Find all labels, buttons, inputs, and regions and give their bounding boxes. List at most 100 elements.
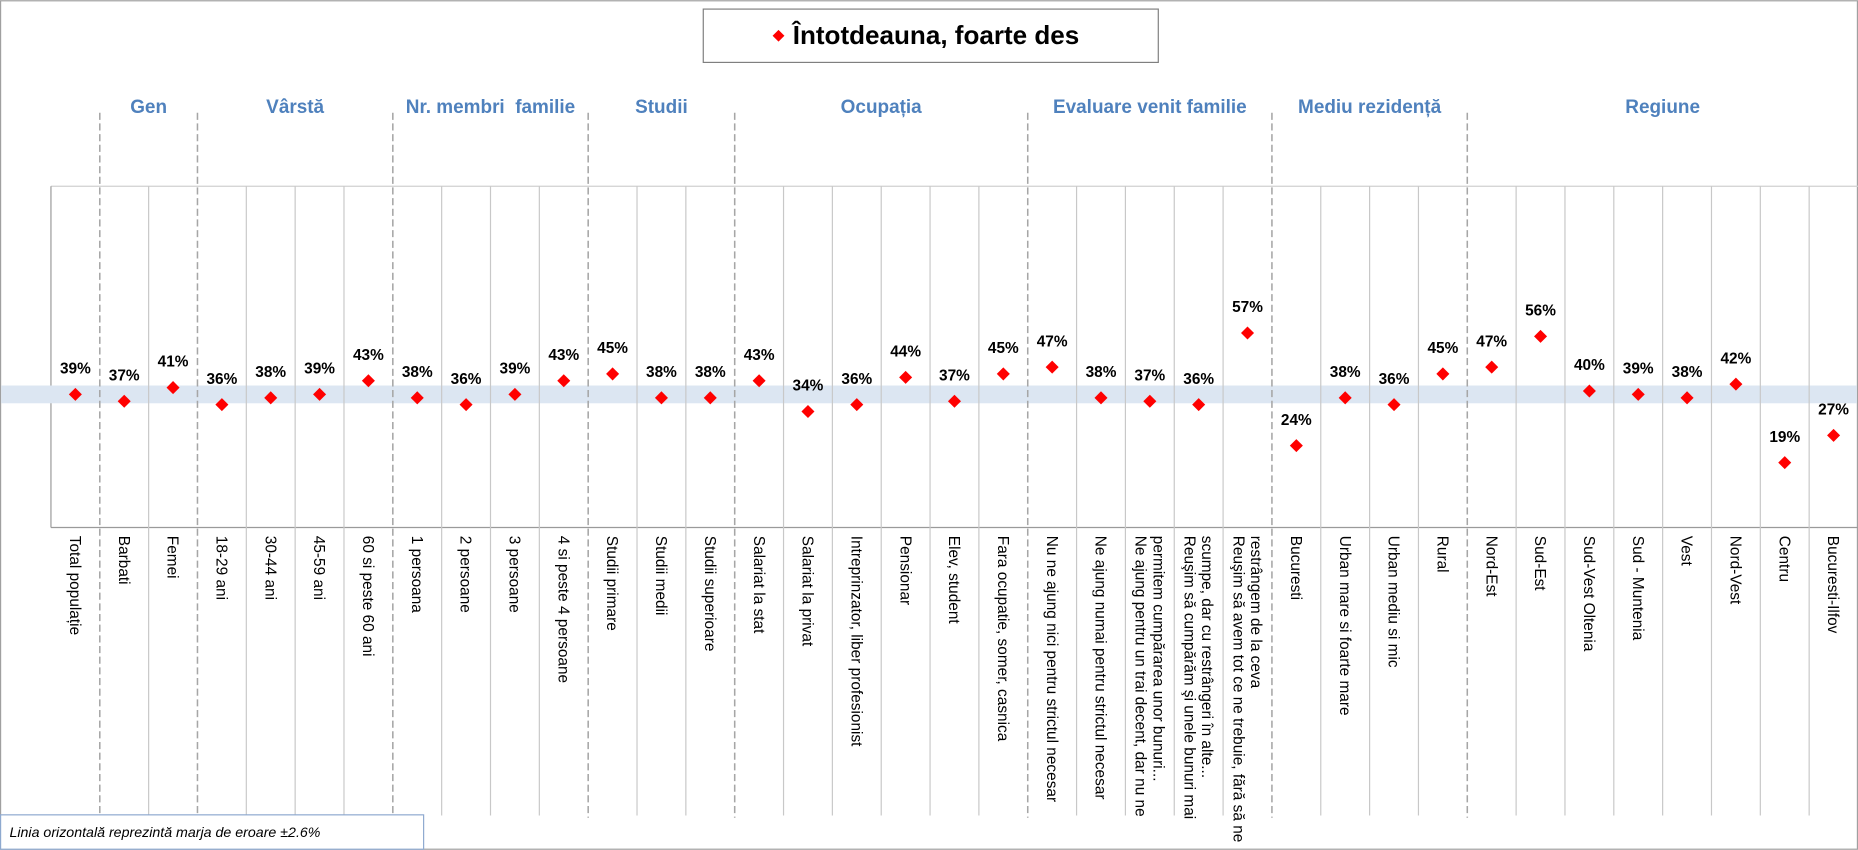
value-label: 36% bbox=[1183, 371, 1214, 388]
category-label-box: 4 si peste 4 persoane bbox=[555, 536, 573, 683]
category-label: Sud-Est bbox=[1531, 535, 1550, 591]
data-point bbox=[557, 374, 571, 388]
category-label-wrap: Ne ajung numai pentru strictul necesar bbox=[1077, 536, 1126, 849]
category-label-wrap: Bucuresti-Ilfov bbox=[1809, 536, 1858, 849]
group-label: Ocupația bbox=[841, 97, 922, 118]
value-label: 34% bbox=[793, 378, 824, 395]
value-label: 37% bbox=[1134, 367, 1165, 384]
data-point bbox=[850, 398, 864, 412]
category-label-wrap: Urban mediu si mic bbox=[1370, 536, 1419, 849]
value-label: 39% bbox=[304, 361, 335, 378]
value-label: 41% bbox=[158, 354, 189, 371]
category-label: Intreprinzator, liber profesionist bbox=[847, 535, 866, 747]
category-label-wrap: 1 persoana bbox=[393, 536, 442, 849]
category-label-box: 2 persoane bbox=[457, 535, 475, 613]
category-label: Urban mare si foarte mare bbox=[1336, 535, 1355, 716]
category-label-box: 3 persoane bbox=[506, 536, 524, 613]
category-label-box: Reuşim să cumpărăm şi unele bunuri mai s… bbox=[1174, 536, 1223, 849]
category-label-wrap: Reuşim să cumpărăm şi unele bunuri mai s… bbox=[1174, 536, 1223, 849]
category-label-box: Bucuresti bbox=[1287, 535, 1306, 601]
category-label: Sud - Muntenia bbox=[1629, 535, 1648, 641]
category-label-box: 1 persoana bbox=[393, 536, 442, 849]
data-point bbox=[459, 398, 473, 412]
data-point bbox=[1631, 387, 1645, 401]
category-label: Total populație bbox=[66, 535, 85, 636]
group-label: Evaluare venit familie bbox=[1053, 97, 1247, 118]
value-label: 45% bbox=[1427, 340, 1458, 357]
category-label: Studii medii bbox=[652, 535, 671, 616]
error-band bbox=[1, 385, 1857, 404]
category-label: Sud-Vest Oltenia bbox=[1580, 535, 1599, 652]
category-label-wrap: Rural bbox=[1418, 536, 1467, 849]
category-label: Fara ocupatie, somer, casnica bbox=[994, 535, 1013, 742]
data-point bbox=[996, 367, 1010, 381]
category-label-wrap: Nord-Est bbox=[1467, 536, 1516, 849]
group-label: Nr. membri familie bbox=[406, 97, 575, 118]
value-label: 44% bbox=[890, 344, 921, 361]
group-label: Studii bbox=[635, 97, 688, 118]
category-label: Ne ajung numai pentru strictul necesar bbox=[1092, 535, 1110, 800]
category-label-wrap: Sud-Est bbox=[1516, 536, 1565, 849]
value-label: 39% bbox=[500, 361, 531, 378]
category-label-box: 30-44 ani bbox=[262, 536, 280, 600]
data-point bbox=[1094, 391, 1108, 405]
data-point bbox=[215, 398, 229, 412]
data-point bbox=[1827, 428, 1841, 442]
data-point bbox=[1192, 398, 1206, 412]
category-label: 18-29 ani bbox=[212, 535, 231, 601]
value-label: 36% bbox=[206, 371, 237, 388]
category-label-box: Nord-Vest bbox=[1726, 535, 1745, 605]
category-label: Elev, student bbox=[945, 535, 964, 624]
category-label-box: Sud-Vest Oltenia bbox=[1565, 536, 1614, 849]
category-label-box: Sud-Est bbox=[1516, 536, 1565, 849]
category-label: Barbati bbox=[115, 535, 134, 585]
data-point bbox=[1338, 391, 1352, 405]
group-label: Vârstă bbox=[266, 97, 324, 118]
data-point bbox=[508, 387, 522, 401]
category-label-box: Intreprinzator, liber profesionist bbox=[847, 535, 866, 747]
data-point bbox=[1240, 326, 1255, 340]
category-label: Urban mediu si mic bbox=[1385, 535, 1403, 668]
category-label-wrap: Nu ne ajung nici pentru strictul necesar bbox=[1028, 536, 1077, 849]
data-point bbox=[1534, 329, 1548, 343]
category-label-box: Rural bbox=[1418, 536, 1467, 849]
category-label: Studii superioare bbox=[701, 535, 720, 652]
category-label: 2 persoane bbox=[457, 535, 475, 613]
category-label: Reuşim să avem tot ce ne trebuie, fără s… bbox=[1229, 535, 1266, 843]
value-label: 19% bbox=[1769, 429, 1800, 446]
value-label: 27% bbox=[1818, 402, 1849, 419]
category-label-box: Sud - Muntenia bbox=[1629, 535, 1648, 641]
category-label-wrap: Studii medii bbox=[637, 536, 686, 849]
category-label: Centru bbox=[1775, 535, 1794, 583]
category-label-wrap: Salariat la stat bbox=[735, 536, 784, 849]
value-label: 36% bbox=[451, 371, 482, 388]
category-label-box: Pensionar bbox=[897, 536, 915, 605]
category-label-box: 45-59 ani bbox=[311, 536, 329, 600]
category-label: Bucuresti bbox=[1287, 535, 1306, 601]
category-label-box: Centru bbox=[1775, 535, 1794, 583]
category-label-box: Vest bbox=[1663, 536, 1712, 849]
value-label: 43% bbox=[353, 347, 384, 364]
value-label: 39% bbox=[1623, 361, 1654, 378]
category-label: 60 si peste 60 ani bbox=[359, 535, 378, 657]
value-label: 45% bbox=[597, 340, 628, 357]
category-label-wrap: Vest bbox=[1663, 536, 1712, 849]
category-label-box: Fara ocupatie, somer, casnica bbox=[994, 535, 1013, 742]
value-label: 43% bbox=[548, 347, 579, 364]
value-label: 38% bbox=[1330, 364, 1361, 381]
value-label: 40% bbox=[1574, 357, 1605, 374]
value-label: 37% bbox=[109, 367, 140, 384]
category-label-wrap: Elev, student bbox=[930, 536, 979, 849]
data-point bbox=[313, 387, 327, 401]
category-label-wrap: Sud-Vest Oltenia bbox=[1565, 536, 1614, 849]
category-label-wrap: Total populație bbox=[51, 536, 100, 849]
category-label-box: Nu ne ajung nici pentru strictul necesar bbox=[1028, 536, 1077, 849]
category-label-wrap: 60 si peste 60 ani bbox=[344, 536, 393, 849]
category-label-box: Total populație bbox=[51, 536, 100, 849]
category-label-box: Elev, student bbox=[930, 536, 979, 849]
category-label-box: 60 si peste 60 ani bbox=[344, 536, 393, 849]
category-label-wrap: Femei bbox=[149, 536, 198, 849]
category-label: Nord-Vest bbox=[1726, 535, 1745, 605]
